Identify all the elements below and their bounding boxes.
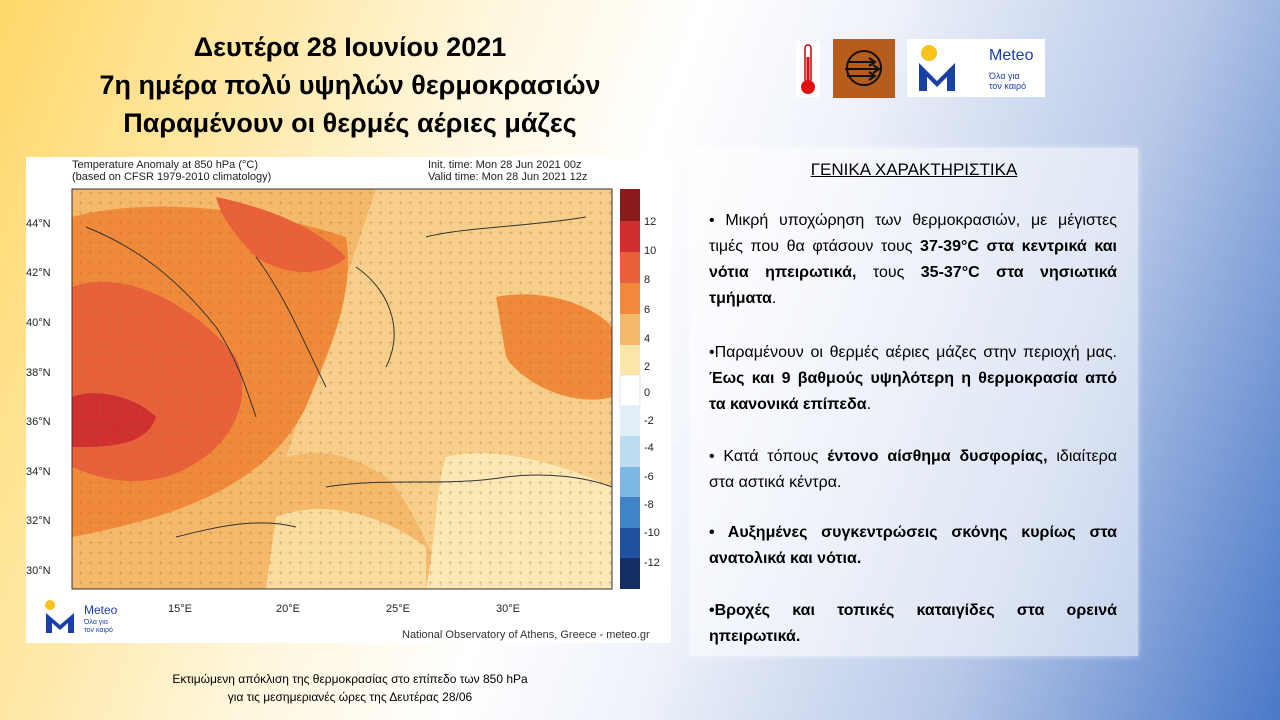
lat-label-42: 42°N	[26, 267, 51, 279]
caption-line-1: Εκτιμώμενη απόκλιση της θερμοκρασίας στο…	[172, 672, 528, 686]
lat-label-44: 44°N	[26, 218, 51, 230]
bullet-2-bold: Έως και 9 βαθμούς υψηλότερη η θερμοκρασί…	[709, 370, 1117, 413]
bullet-1-text-2: τους	[856, 264, 921, 281]
colorbar-label: 2	[644, 361, 651, 373]
map-credit: National Observatory of Athens, Greece -…	[402, 629, 650, 641]
lat-label-32: 32°N	[26, 515, 51, 527]
bullet-1-end: .	[771, 290, 777, 307]
wind-icon	[833, 39, 895, 98]
bullet-air-masses: •Παραμένουν οι θερμές αέριες μάζες στην …	[709, 340, 1117, 418]
panel-heading: ΓΕΝΙΚΑ ΧΑΡΑΚΤΗΡΙΣΤΙΚΑ	[810, 160, 1018, 179]
title-line-1: Δευτέρα 28 Ιουνίου 2021	[193, 32, 507, 62]
colorbar-label: -10	[644, 527, 660, 539]
map-meteo-logo: Meteo Όλα για τον καιρό	[40, 597, 140, 637]
bullet-1-bold: 37-39°C στα κεντρικά και νότια ηπειρωτικ…	[709, 238, 1118, 281]
colorbar-label: 4	[644, 333, 651, 345]
colorbar-label: -12	[644, 557, 660, 569]
lon-label-15: 15°E	[168, 603, 192, 615]
caption-line-2: για τις μεσημεριανές ώρες της Δευτέρας 2…	[227, 690, 473, 704]
colorbar-label: 0	[644, 387, 651, 399]
logo-name: Meteo	[989, 47, 1034, 64]
logo-tagline-1: Όλα για	[989, 71, 1020, 81]
bullet-storms: •Βροχές και τοπικές καταιγίδες στα ορειν…	[709, 602, 1117, 645]
lat-label-38: 38°N	[26, 367, 51, 379]
lat-label-30: 30°N	[26, 565, 51, 577]
colorbar-label: 10	[644, 245, 657, 257]
logo-tagline-2: τον καιρό	[989, 81, 1027, 91]
bullet-3-text-2: ιδιαίτερα στα αστικά κέντρα.	[709, 448, 1117, 491]
bullet-1-bold-2: 35-37°C στα νησιωτικά τμήματα	[709, 264, 1117, 307]
colorbar-label: -2	[644, 415, 654, 427]
title-line-3: Παραμένουν οι θερμές αέριες μάζες	[123, 108, 577, 138]
colorbar-label: -8	[644, 499, 654, 511]
map-title-right-2: Valid time: Mon 28 Jun 2021 12z	[428, 171, 588, 183]
map-logo-tagline-1: Όλα για	[84, 619, 108, 626]
map-title-left-2: (based on CFSR 1979-2010 climatology)	[72, 171, 272, 183]
colorbar-label: 6	[644, 304, 651, 316]
bullet-2-end: .	[866, 396, 872, 413]
colorbar-label: -6	[644, 471, 654, 483]
map-logo-tagline: Όλα για τον καιρό	[84, 619, 113, 635]
map-title-right: Init. time: Mon 28 Jun 2021 00z Valid tim…	[428, 159, 587, 183]
map-title-left-1: Temperature Anomaly at 850 hPa (°C)	[72, 159, 258, 171]
map-logo-tagline-2: τον καιρό	[84, 627, 113, 634]
lat-label-36: 36°N	[26, 416, 51, 428]
bullet-3-text: • Κατά τόπους	[709, 448, 828, 465]
bullet-discomfort: • Κατά τόπους έντονο αίσθημα δυσφορίας, …	[709, 444, 1117, 496]
lat-label-40: 40°N	[26, 317, 51, 329]
bullet-dust: • Αυξημένες συγκεντρώσεις σκόνης κυρίως …	[709, 524, 1117, 567]
title-line-2: 7η ημέρα πολύ υψηλών θερμοκρασιών	[99, 70, 601, 100]
bullet-3-bold: έντονο αίσθημα δυσφορίας,	[827, 448, 1048, 465]
colorbar-label: -4	[644, 442, 654, 454]
map-title-left: Temperature Anomaly at 850 hPa (°C) (base…	[72, 159, 271, 183]
map-logo-name: Meteo	[84, 603, 118, 617]
map-caption: Εκτιμώμενη απόκλιση της θερμοκρασίας στο…	[100, 670, 600, 706]
thermometer-icon	[796, 41, 820, 97]
map-plot: +	[71, 188, 641, 590]
colorbar	[619, 189, 641, 589]
bullet-1-text: • Μικρή υποχώρηση των θερμοκρασιών, με μ…	[709, 212, 1117, 255]
anomaly-map: Temperature Anomaly at 850 hPa (°C) (base…	[26, 157, 671, 643]
lon-label-20: 20°E	[276, 603, 300, 615]
colorbar-label: 12	[644, 216, 657, 228]
bullet-2-text: •Παραμένουν οι θερμές αέριες μάζες στην …	[709, 344, 1117, 361]
lon-label-25: 25°E	[386, 603, 410, 615]
colorbar-label: 8	[644, 274, 651, 286]
map-title-right-1: Init. time: Mon 28 Jun 2021 00z	[428, 159, 582, 171]
logo-tagline: Όλα για τον καιρό	[989, 71, 1026, 91]
page-title: Δευτέρα 28 Ιουνίου 2021 7η ημέρα πολύ υψ…	[40, 28, 660, 142]
lat-label-34: 34°N	[26, 466, 51, 478]
summary-panel: ΓΕΝΙΚΑ ΧΑΡΑΚΤΗΡΙΣΤΙΚΑ • Μικρή υποχώρηση …	[690, 148, 1138, 656]
meteo-logo: Meteo Όλα για τον καιρό	[907, 39, 1045, 97]
bullet-temperatures: • Μικρή υποχώρηση των θερμοκρασιών, με μ…	[709, 208, 1117, 312]
lon-label-30: 30°E	[496, 603, 520, 615]
